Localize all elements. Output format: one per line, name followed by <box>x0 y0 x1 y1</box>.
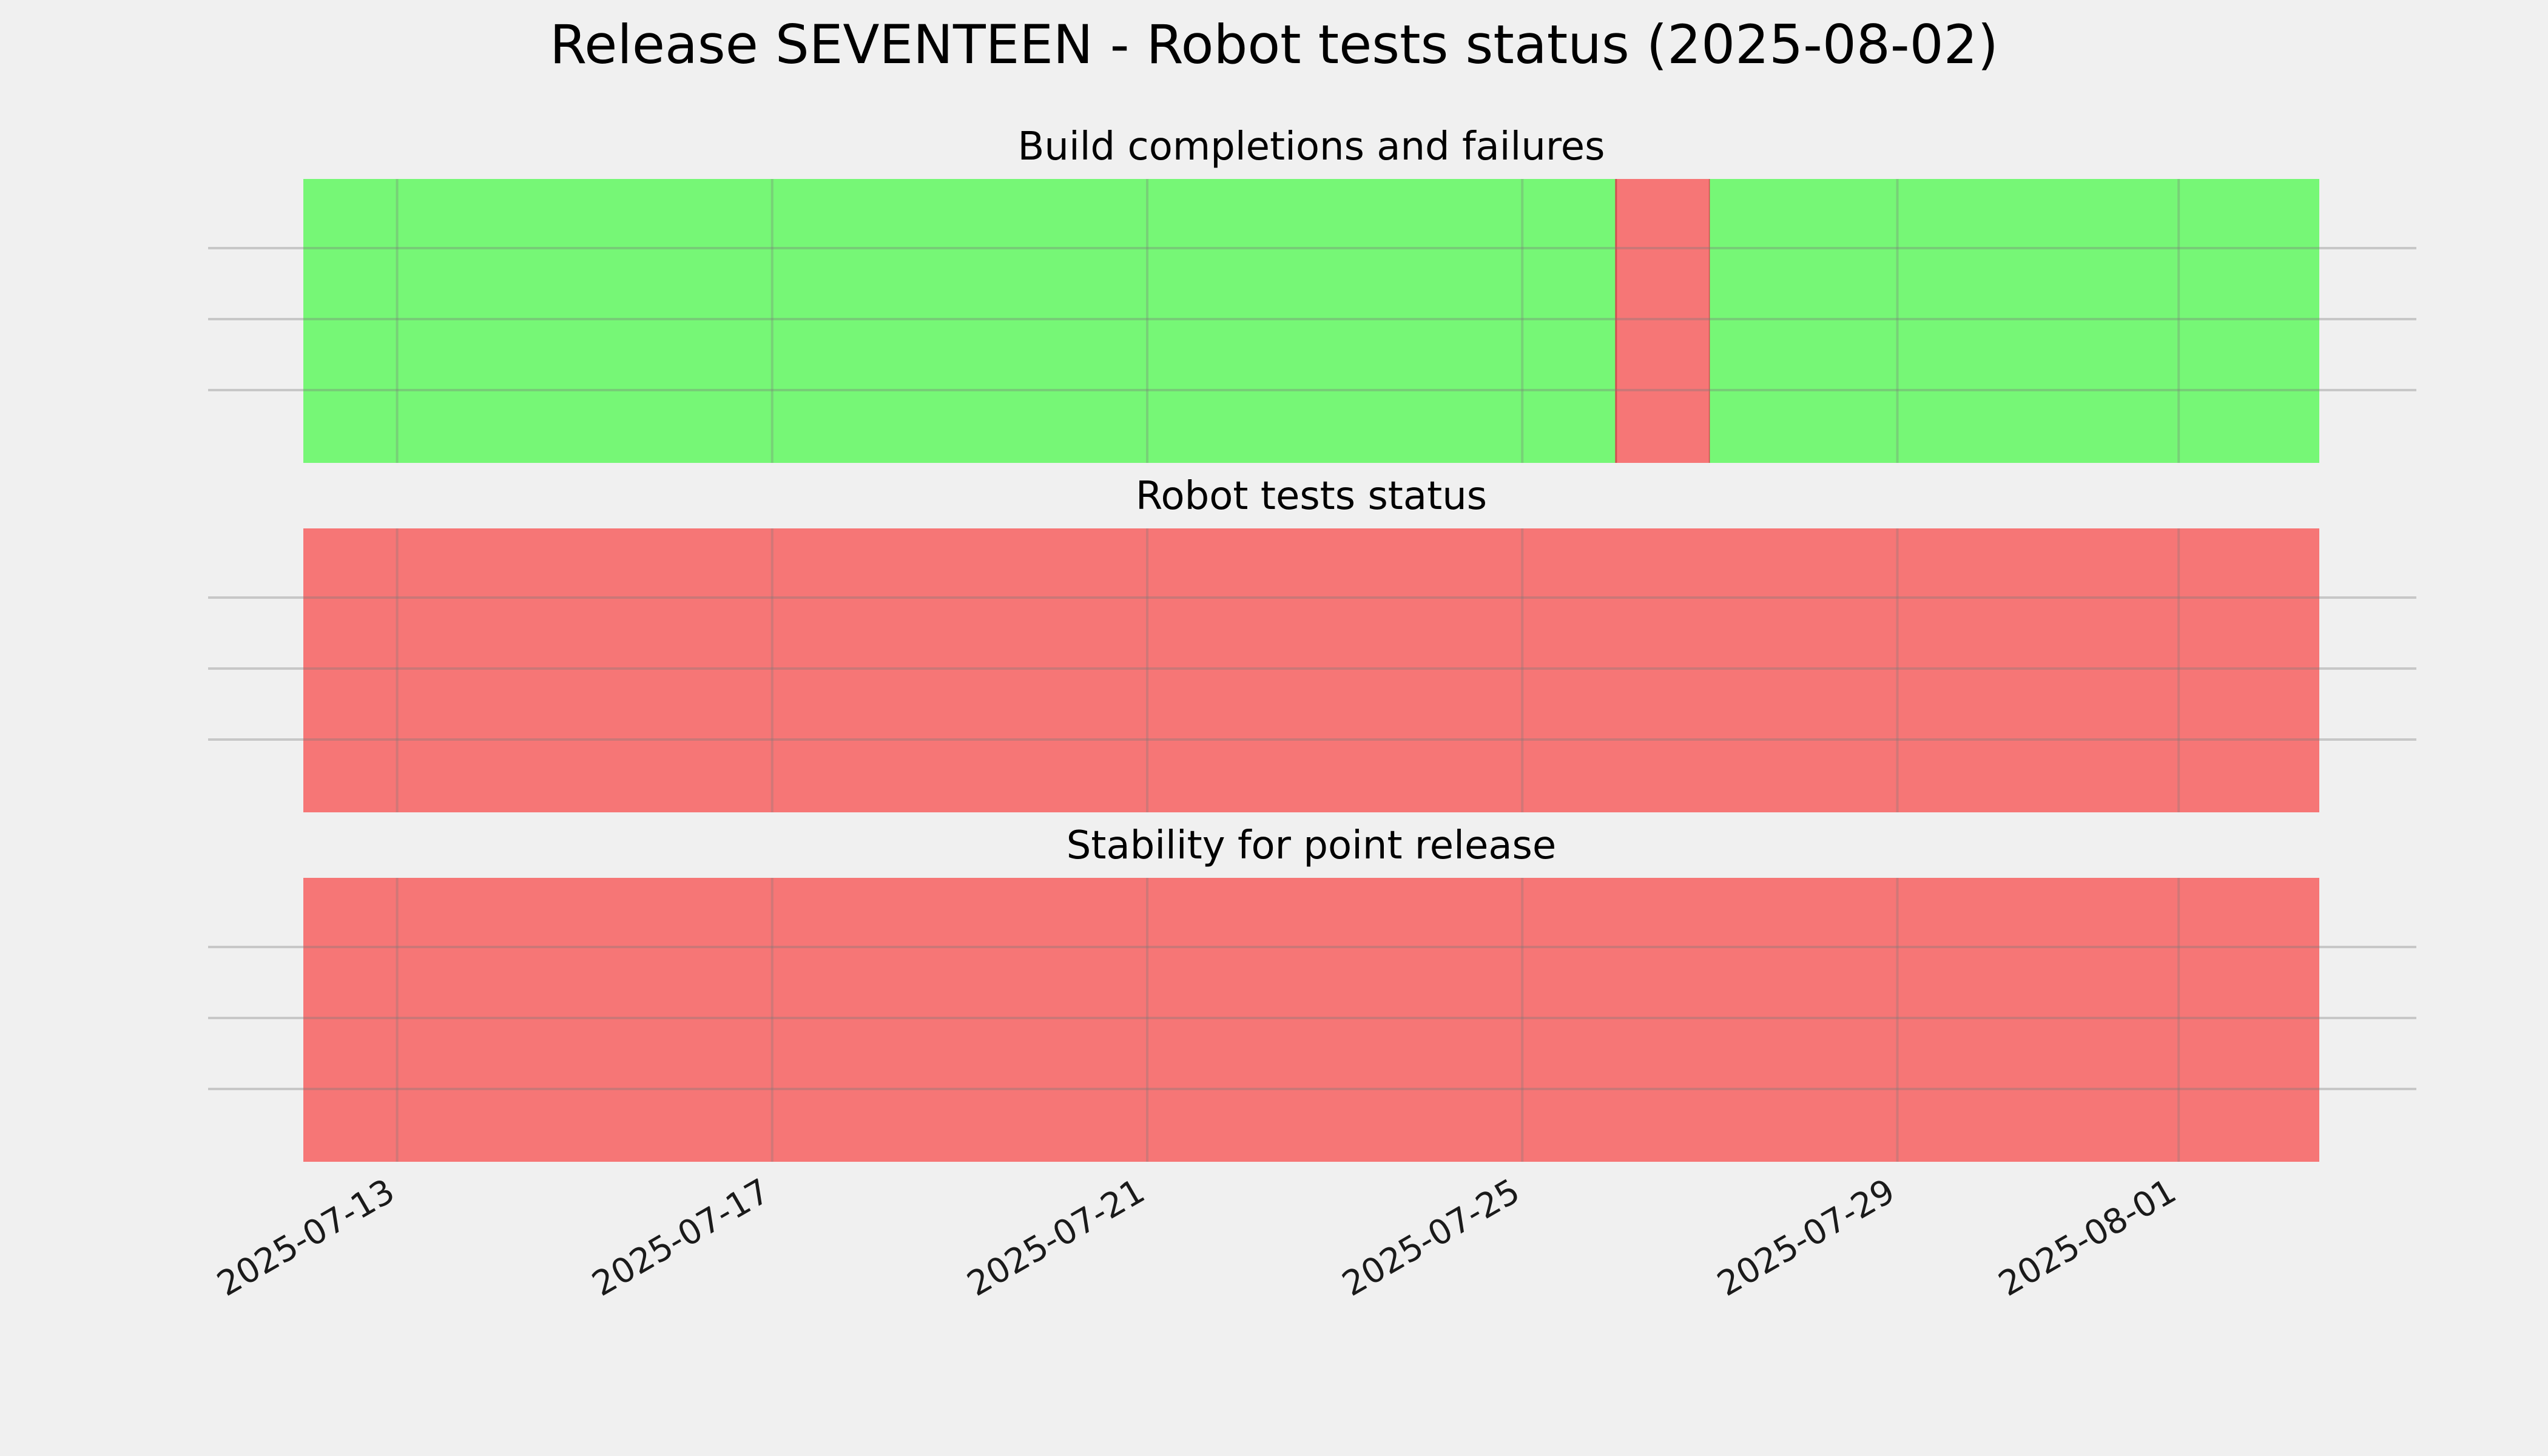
status-segment-fail <box>303 528 2319 812</box>
x-tick-label: 2025-08-01 <box>1992 1171 2183 1304</box>
panel-2: Robot tests status <box>208 474 2416 812</box>
panel-title: Stability for point release <box>1067 823 1557 868</box>
status-segment-fail <box>1616 179 1710 463</box>
x-tick-labels: 2025-07-13 2025-07-17 2025-07-21 2025-07-25… <box>211 1171 2183 1304</box>
x-tick-label: 2025-07-21 <box>961 1171 1151 1304</box>
chart-title: Release SEVENTEEN - Robot tests status (… <box>550 13 1998 76</box>
x-tick-label: 2025-07-17 <box>585 1171 776 1304</box>
x-tick-label: 2025-07-25 <box>1336 1171 1526 1304</box>
panel-1: Build completions and failures <box>208 124 2416 463</box>
panel-title: Build completions and failures <box>1018 124 1605 169</box>
x-tick-label: 2025-07-29 <box>1711 1171 1901 1304</box>
panels-group: Build completions and failures Robot test… <box>208 124 2416 1162</box>
status-segment-fail <box>303 878 2319 1162</box>
panel-title: Robot tests status <box>1136 474 1487 519</box>
panel-3: Stability for point release <box>208 823 2416 1162</box>
status-segment-pass <box>1710 179 2319 463</box>
status-segment-pass <box>303 179 1616 463</box>
x-tick-label: 2025-07-13 <box>211 1171 401 1304</box>
